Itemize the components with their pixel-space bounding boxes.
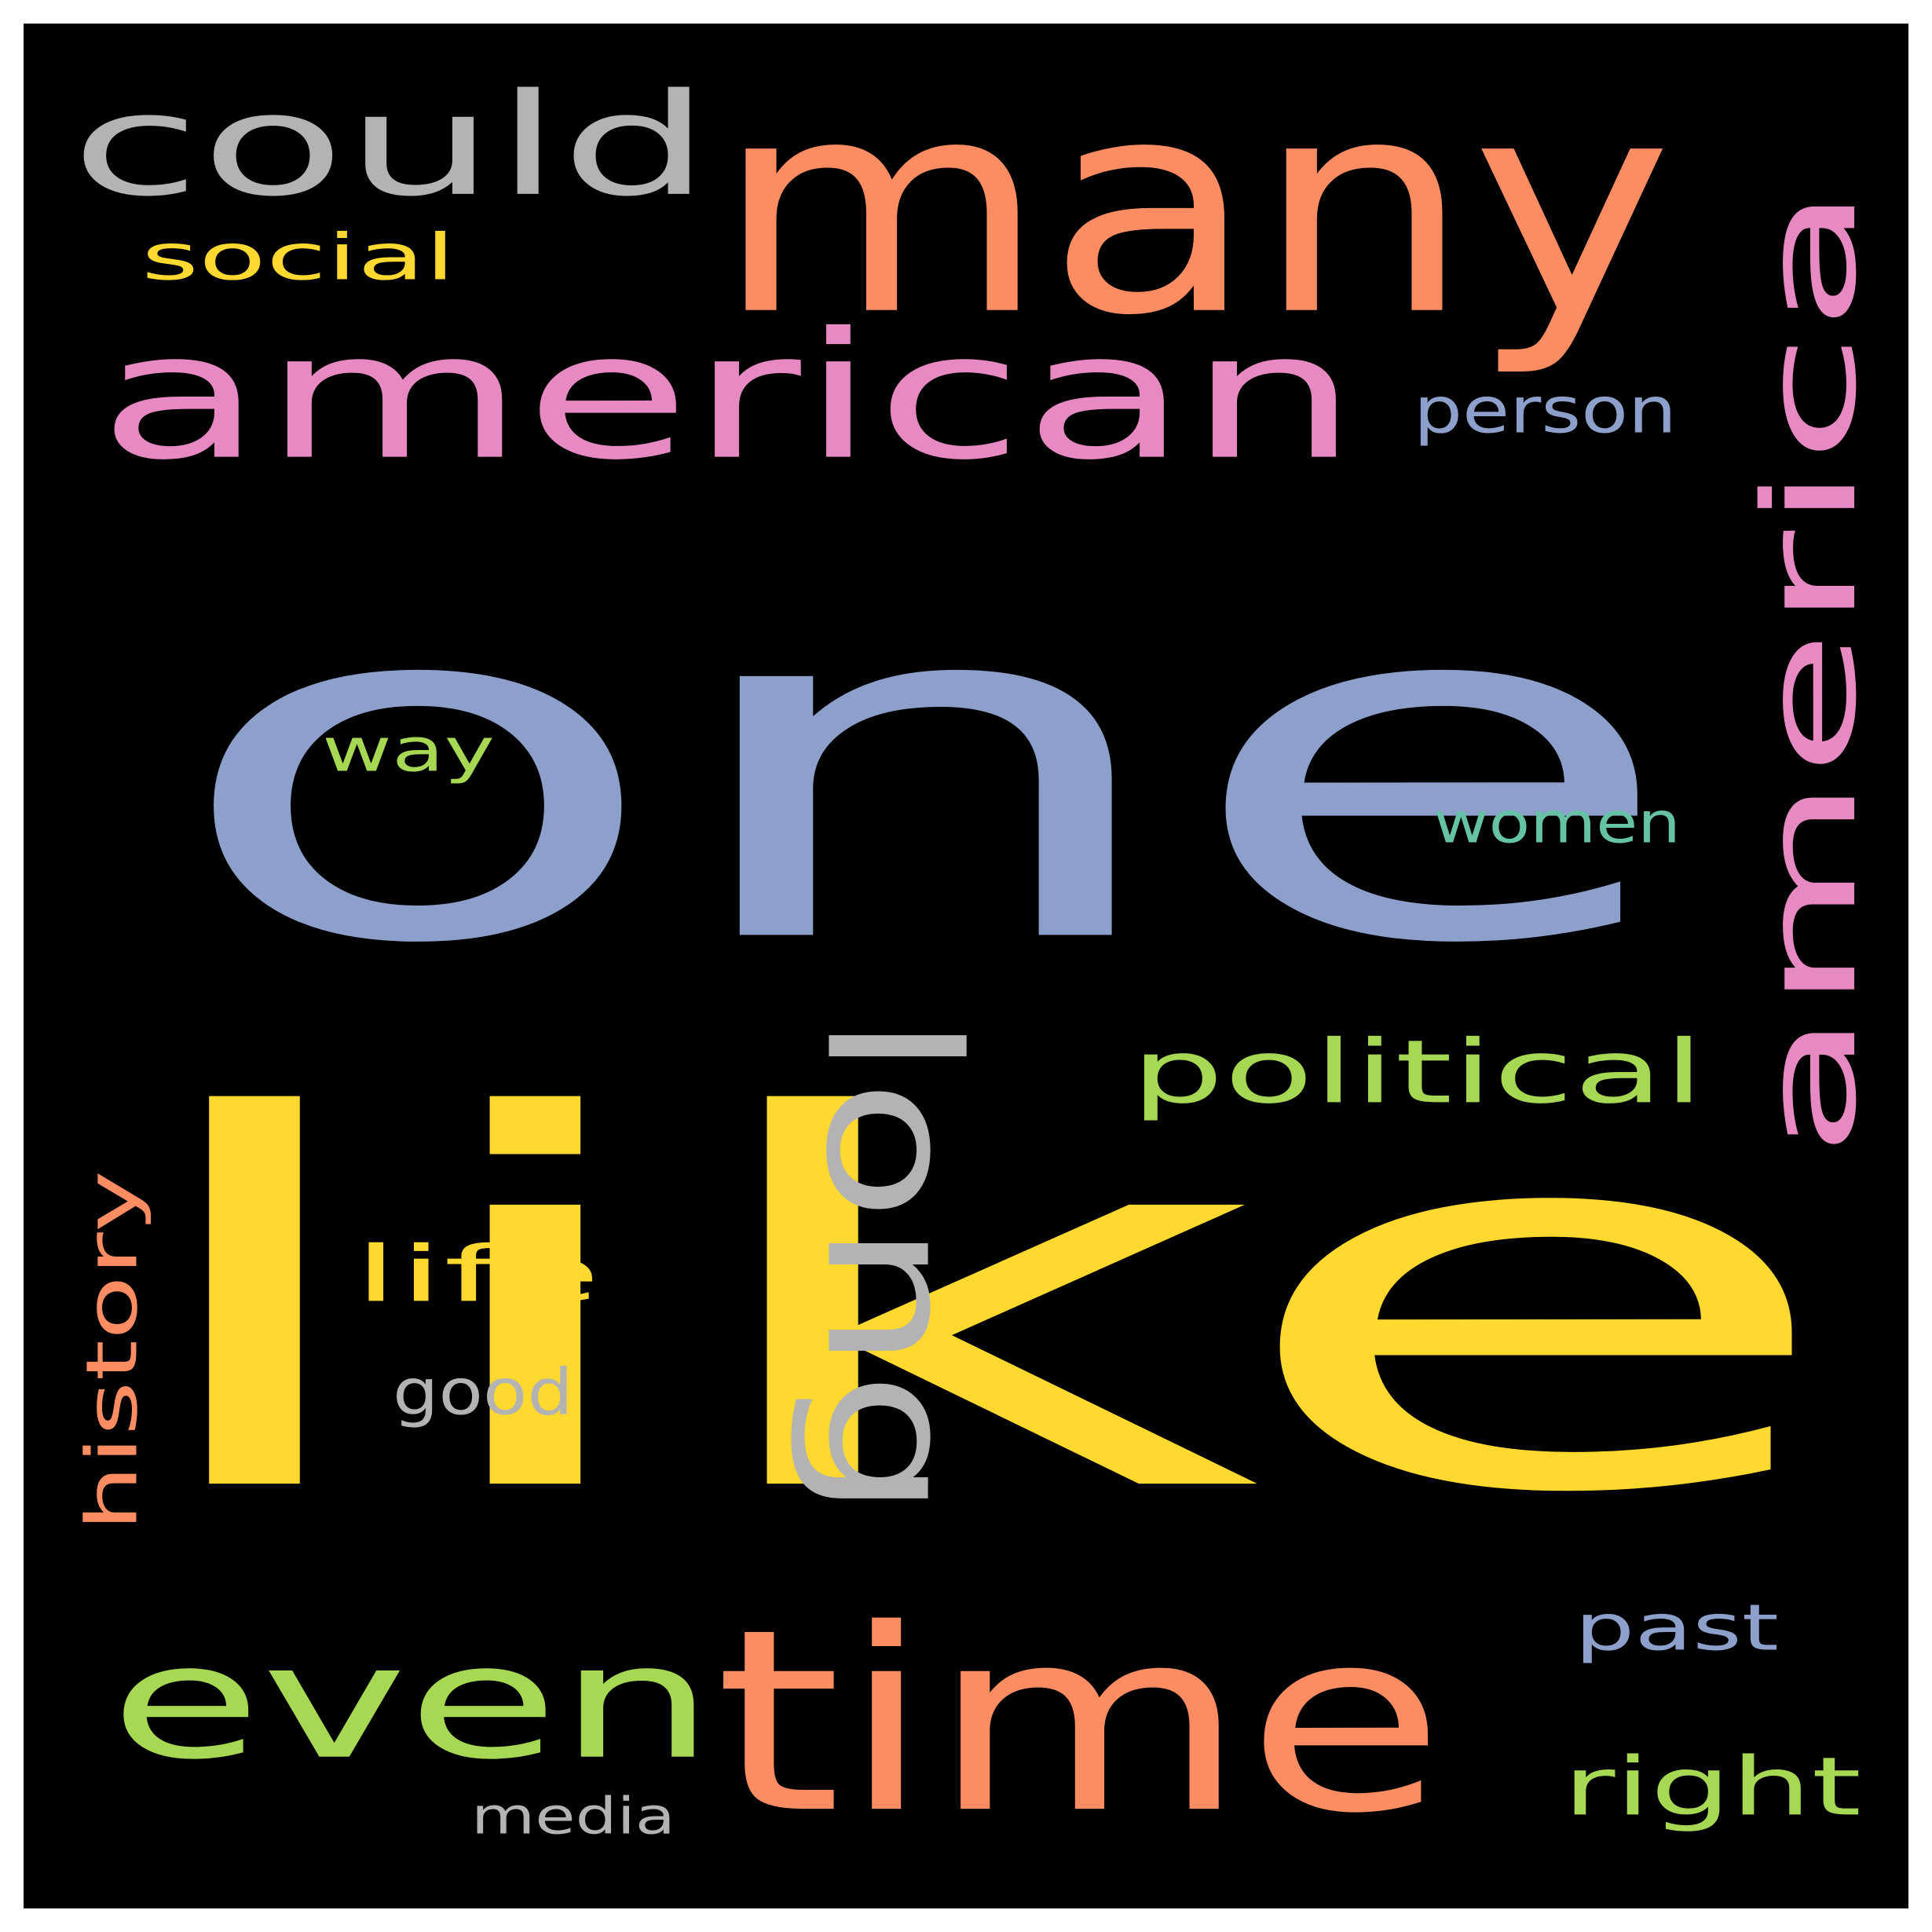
word-long: long [786, 1013, 997, 1520]
word-women: women [1433, 789, 1681, 856]
word-life: life [353, 1230, 601, 1319]
word-time: time [715, 1575, 1445, 1868]
word-cloud: onelikemanyamericancouldamericatimeevenl… [24, 24, 1908, 1908]
word-political: political [1131, 1022, 1704, 1124]
word-right: right [1563, 1740, 1861, 1834]
word-could: could [71, 64, 711, 228]
word-cloud-background [24, 24, 1908, 1908]
word-one: one [169, 496, 1681, 1047]
word-media: media [471, 1787, 675, 1846]
word-america: america [1736, 185, 1884, 1158]
word-past: past [1575, 1591, 1779, 1665]
word-cloud-words: onelikemanyamericancouldamericatimeevenl… [71, 35, 1885, 1868]
word-american: american [98, 295, 1359, 499]
word-even: even [110, 1611, 715, 1794]
word-many: many [715, 35, 1673, 379]
word-social: social [141, 221, 456, 295]
word-history: history [71, 1170, 153, 1531]
word-good: good [393, 1356, 573, 1429]
word-way: way [322, 715, 495, 785]
word-like: like [114, 1011, 1846, 1605]
word-person: person [1414, 374, 1677, 448]
